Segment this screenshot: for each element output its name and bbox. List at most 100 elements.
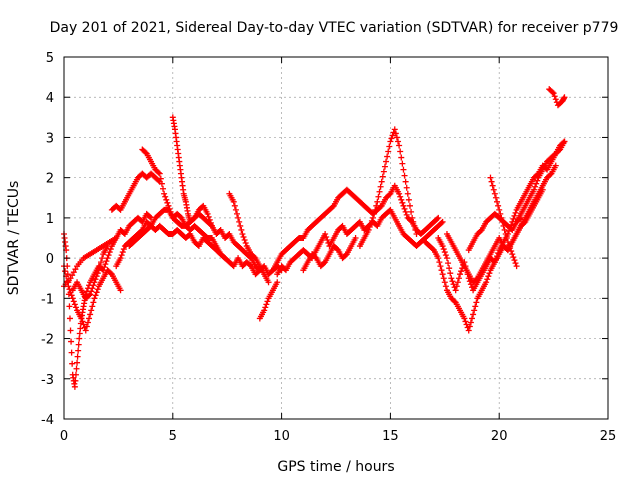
data-point	[73, 365, 80, 372]
data-point	[441, 279, 448, 286]
data-point	[466, 323, 473, 330]
data-point	[158, 180, 165, 187]
data-point	[66, 286, 73, 293]
data-point	[367, 220, 374, 227]
data-point	[66, 303, 73, 310]
data-point	[107, 246, 114, 253]
data-point	[483, 279, 490, 286]
data-point	[106, 249, 113, 256]
data-point	[396, 142, 403, 149]
data-point	[457, 271, 464, 278]
data-point	[90, 282, 97, 289]
data-point	[397, 148, 404, 155]
data-point	[393, 134, 400, 141]
data-point	[368, 217, 375, 224]
data-point	[62, 268, 69, 275]
data-point	[90, 299, 97, 306]
x-tick-label: 10	[273, 429, 290, 444]
data-point	[489, 182, 496, 189]
data-point	[236, 218, 243, 225]
data-point	[369, 214, 376, 221]
gridlines	[64, 57, 608, 419]
data-point	[398, 154, 405, 161]
data-point	[93, 273, 100, 280]
data-point	[389, 132, 396, 139]
data-point	[438, 219, 445, 226]
data-point	[451, 298, 458, 305]
data-point	[509, 251, 516, 258]
data-point	[454, 279, 461, 286]
data-point	[467, 319, 474, 326]
data-point	[439, 271, 446, 278]
data-point	[365, 226, 372, 233]
data-point	[391, 126, 398, 133]
data-point	[403, 184, 410, 191]
data-point	[265, 279, 272, 286]
x-tick-label: 5	[169, 429, 177, 444]
data-point	[507, 245, 514, 252]
data-point	[508, 248, 515, 255]
data-point	[82, 327, 89, 334]
x-tick-label: 15	[382, 429, 399, 444]
data-point	[512, 260, 519, 267]
data-point	[113, 235, 120, 241]
y-tick-label: 2	[46, 172, 54, 187]
data-point	[366, 223, 373, 230]
data-point	[376, 188, 383, 195]
data-point	[68, 292, 75, 299]
plot-frame	[63, 56, 609, 420]
data-point	[87, 291, 94, 298]
series-trace-22	[546, 86, 568, 109]
data-point	[438, 267, 445, 274]
data-point	[462, 318, 469, 325]
data-point	[88, 288, 95, 295]
data-point	[233, 210, 240, 217]
data-point	[86, 315, 93, 322]
data-point	[67, 327, 74, 334]
data-point	[387, 138, 394, 145]
data-point	[412, 226, 419, 233]
data-point	[495, 202, 502, 209]
data-point	[83, 323, 90, 330]
data-point	[461, 315, 468, 322]
data-point	[235, 214, 242, 221]
data-point	[75, 347, 82, 354]
data-point	[97, 259, 104, 266]
data-point	[118, 252, 125, 259]
data-point	[458, 268, 465, 275]
chart-title: Day 201 of 2021, Sidereal Day-to-day VTE…	[50, 20, 619, 36]
y-tick-label: -2	[41, 333, 54, 348]
data-point	[400, 202, 407, 209]
data-point	[383, 158, 390, 165]
data-point	[434, 215, 441, 222]
data-point	[512, 209, 519, 216]
data-point	[247, 262, 254, 269]
data-point	[550, 90, 557, 97]
data-point	[76, 335, 83, 342]
data-point	[94, 286, 101, 293]
data-point	[435, 214, 442, 221]
data-point	[237, 222, 244, 229]
data-point	[240, 233, 247, 240]
data-point	[321, 260, 328, 267]
data-point	[155, 169, 162, 176]
data-point	[105, 252, 112, 259]
data-point	[274, 279, 281, 286]
data-point	[377, 203, 384, 210]
data-point	[450, 281, 457, 288]
data-point	[398, 196, 405, 203]
data-point	[264, 298, 271, 305]
y-tick-label: -3	[41, 373, 54, 388]
data-point	[74, 359, 81, 366]
data-point	[395, 138, 402, 145]
data-point	[329, 203, 336, 210]
data-point	[76, 330, 83, 337]
data-points	[61, 86, 568, 390]
data-point	[88, 307, 95, 314]
data-point	[89, 303, 96, 310]
data-point	[485, 273, 492, 280]
data-point	[552, 96, 559, 103]
series-trace-11	[256, 279, 281, 322]
data-point	[503, 235, 510, 241]
series-trace-14	[300, 235, 359, 274]
